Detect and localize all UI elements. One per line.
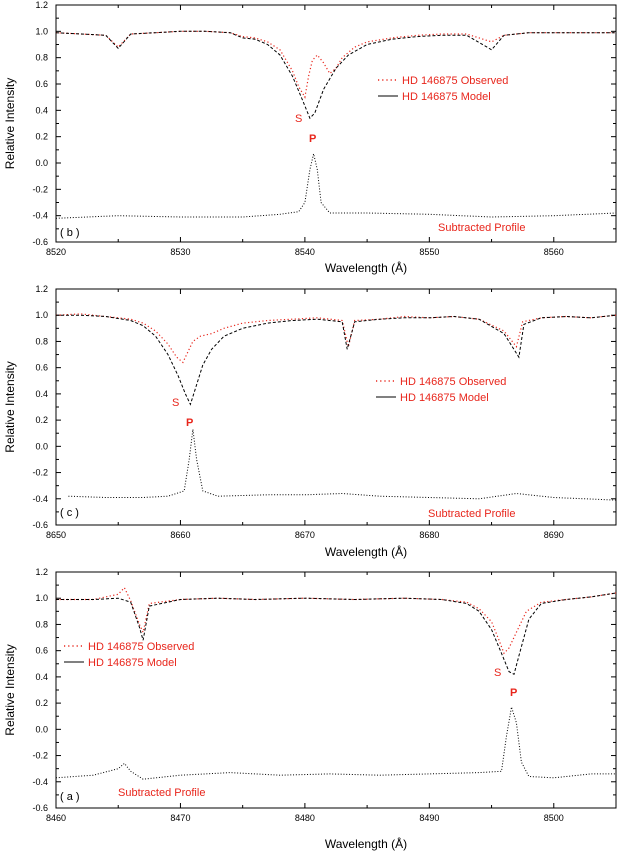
series-observed-line <box>56 30 616 99</box>
x-tick-label: 8480 <box>295 813 315 823</box>
y-axis-label: Relative Intensity <box>3 78 17 169</box>
y-tick-label: -0.2 <box>32 468 48 478</box>
x-tick-label: 8530 <box>170 247 190 257</box>
marker-p-label: P <box>309 133 316 145</box>
x-tick-label: 8550 <box>419 247 439 257</box>
y-axis-label: Relative Intensity <box>3 644 17 735</box>
x-tick-label: 8670 <box>295 530 315 540</box>
subtracted-profile-label: Subtracted Profile <box>438 222 525 234</box>
x-axis-label: Wavelength (Å) <box>325 260 407 275</box>
y-tick-label: 0.2 <box>35 415 48 425</box>
plot-frame <box>55 571 617 809</box>
y-tick-label: 0.8 <box>35 53 48 63</box>
x-tick-label: 8540 <box>295 247 315 257</box>
x-axis-label: Wavelength (Å) <box>325 544 407 559</box>
series-subtracted-line <box>68 429 616 501</box>
series-subtracted-line <box>56 153 616 219</box>
y-tick-label: 0.0 <box>35 441 48 451</box>
y-tick-label: 1.2 <box>35 0 48 10</box>
series-model-line <box>56 314 616 406</box>
legend-observed-label: HD 146875 Observed <box>88 641 194 653</box>
marker-p-label: P <box>186 417 193 429</box>
y-tick-label: 1.2 <box>35 567 48 577</box>
y-tick-label: 0.4 <box>35 672 48 682</box>
panel-3: -0.6 -0.4 -0.2 0.0 0.2 0.4 0.6 0.8 1.0 1.2 8460 847… <box>3 567 617 851</box>
legend-model-label: HD 146875 Model <box>400 392 489 404</box>
x-tick-label: 8690 <box>544 530 564 540</box>
y-tick-label: 0.8 <box>35 336 48 346</box>
x-axis-label: Wavelength (Å) <box>325 836 407 851</box>
series-model-line <box>56 592 616 676</box>
y-tick-label: 0.4 <box>35 105 48 115</box>
y-tick-label: -0.6 <box>32 803 48 813</box>
panel-1: -0.6 -0.4 -0.2 0.0 0.2 0.4 0.6 0.8 1.0 1.2 8520 853… <box>3 0 617 275</box>
y-tick-label: 0.6 <box>35 363 48 373</box>
x-tick-label: 8460 <box>46 813 66 823</box>
x-tick-label: 8660 <box>170 530 190 540</box>
y-tick-label: 1.0 <box>35 310 48 320</box>
y-tick-label: -0.6 <box>32 237 48 247</box>
series-model-line <box>56 30 616 120</box>
y-tick-label: 0.2 <box>35 698 48 708</box>
y-tick-label: 0.6 <box>35 646 48 656</box>
x-tick-label: 8650 <box>46 530 66 540</box>
panel-tag: ( b ) <box>60 227 80 239</box>
x-tick-label: 8560 <box>544 247 564 257</box>
y-tick-label: 1.2 <box>35 284 48 294</box>
x-tick-label: 8470 <box>170 813 190 823</box>
subtracted-profile-label: Subtracted Profile <box>428 508 515 520</box>
y-tick-label: 0.4 <box>35 389 48 399</box>
x-tick-label: 8500 <box>544 813 564 823</box>
legend-model-label: HD 146875 Model <box>402 91 491 103</box>
legend-model-label: HD 146875 Model <box>88 657 177 669</box>
y-tick-label: -0.2 <box>32 751 48 761</box>
marker-s-label: S <box>295 113 302 125</box>
legend-observed-label: HD 146875 Observed <box>402 75 508 87</box>
x-tick-label: 8520 <box>46 247 66 257</box>
series-observed-line <box>56 313 616 364</box>
y-tick-label: -0.4 <box>32 211 48 221</box>
marker-s-label: S <box>494 667 501 679</box>
y-tick-label: 0.2 <box>35 132 48 142</box>
x-tick-label: 8680 <box>419 530 439 540</box>
panel-tag: ( c ) <box>60 507 79 519</box>
x-tick-label: 8490 <box>419 813 439 823</box>
y-tick-label: -0.4 <box>32 494 48 504</box>
subtracted-profile-label: Subtracted Profile <box>118 787 205 799</box>
marker-s-label: S <box>172 397 179 409</box>
y-tick-label: -0.4 <box>32 777 48 787</box>
y-axis-label: Relative Intensity <box>3 361 17 452</box>
series-observed-line <box>56 586 616 655</box>
y-tick-label: 0.6 <box>35 79 48 89</box>
y-tick-label: 1.0 <box>35 26 48 36</box>
legend-observed-label: HD 146875 Observed <box>400 376 506 388</box>
series-subtracted-line <box>56 706 616 780</box>
y-tick-label: 0.0 <box>35 724 48 734</box>
y-tick-label: 0.8 <box>35 619 48 629</box>
y-tick-label: -0.6 <box>32 520 48 530</box>
y-tick-label: -0.2 <box>32 184 48 194</box>
panel-tag: ( a ) <box>60 791 80 803</box>
y-tick-label: 0.0 <box>35 158 48 168</box>
marker-p-label: P <box>510 687 517 699</box>
y-tick-label: 1.0 <box>35 593 48 603</box>
panel-2: -0.6 -0.4 -0.2 0.0 0.2 0.4 0.6 0.8 1.0 1.2 8650 866… <box>3 284 617 559</box>
plot-frame <box>55 4 617 243</box>
